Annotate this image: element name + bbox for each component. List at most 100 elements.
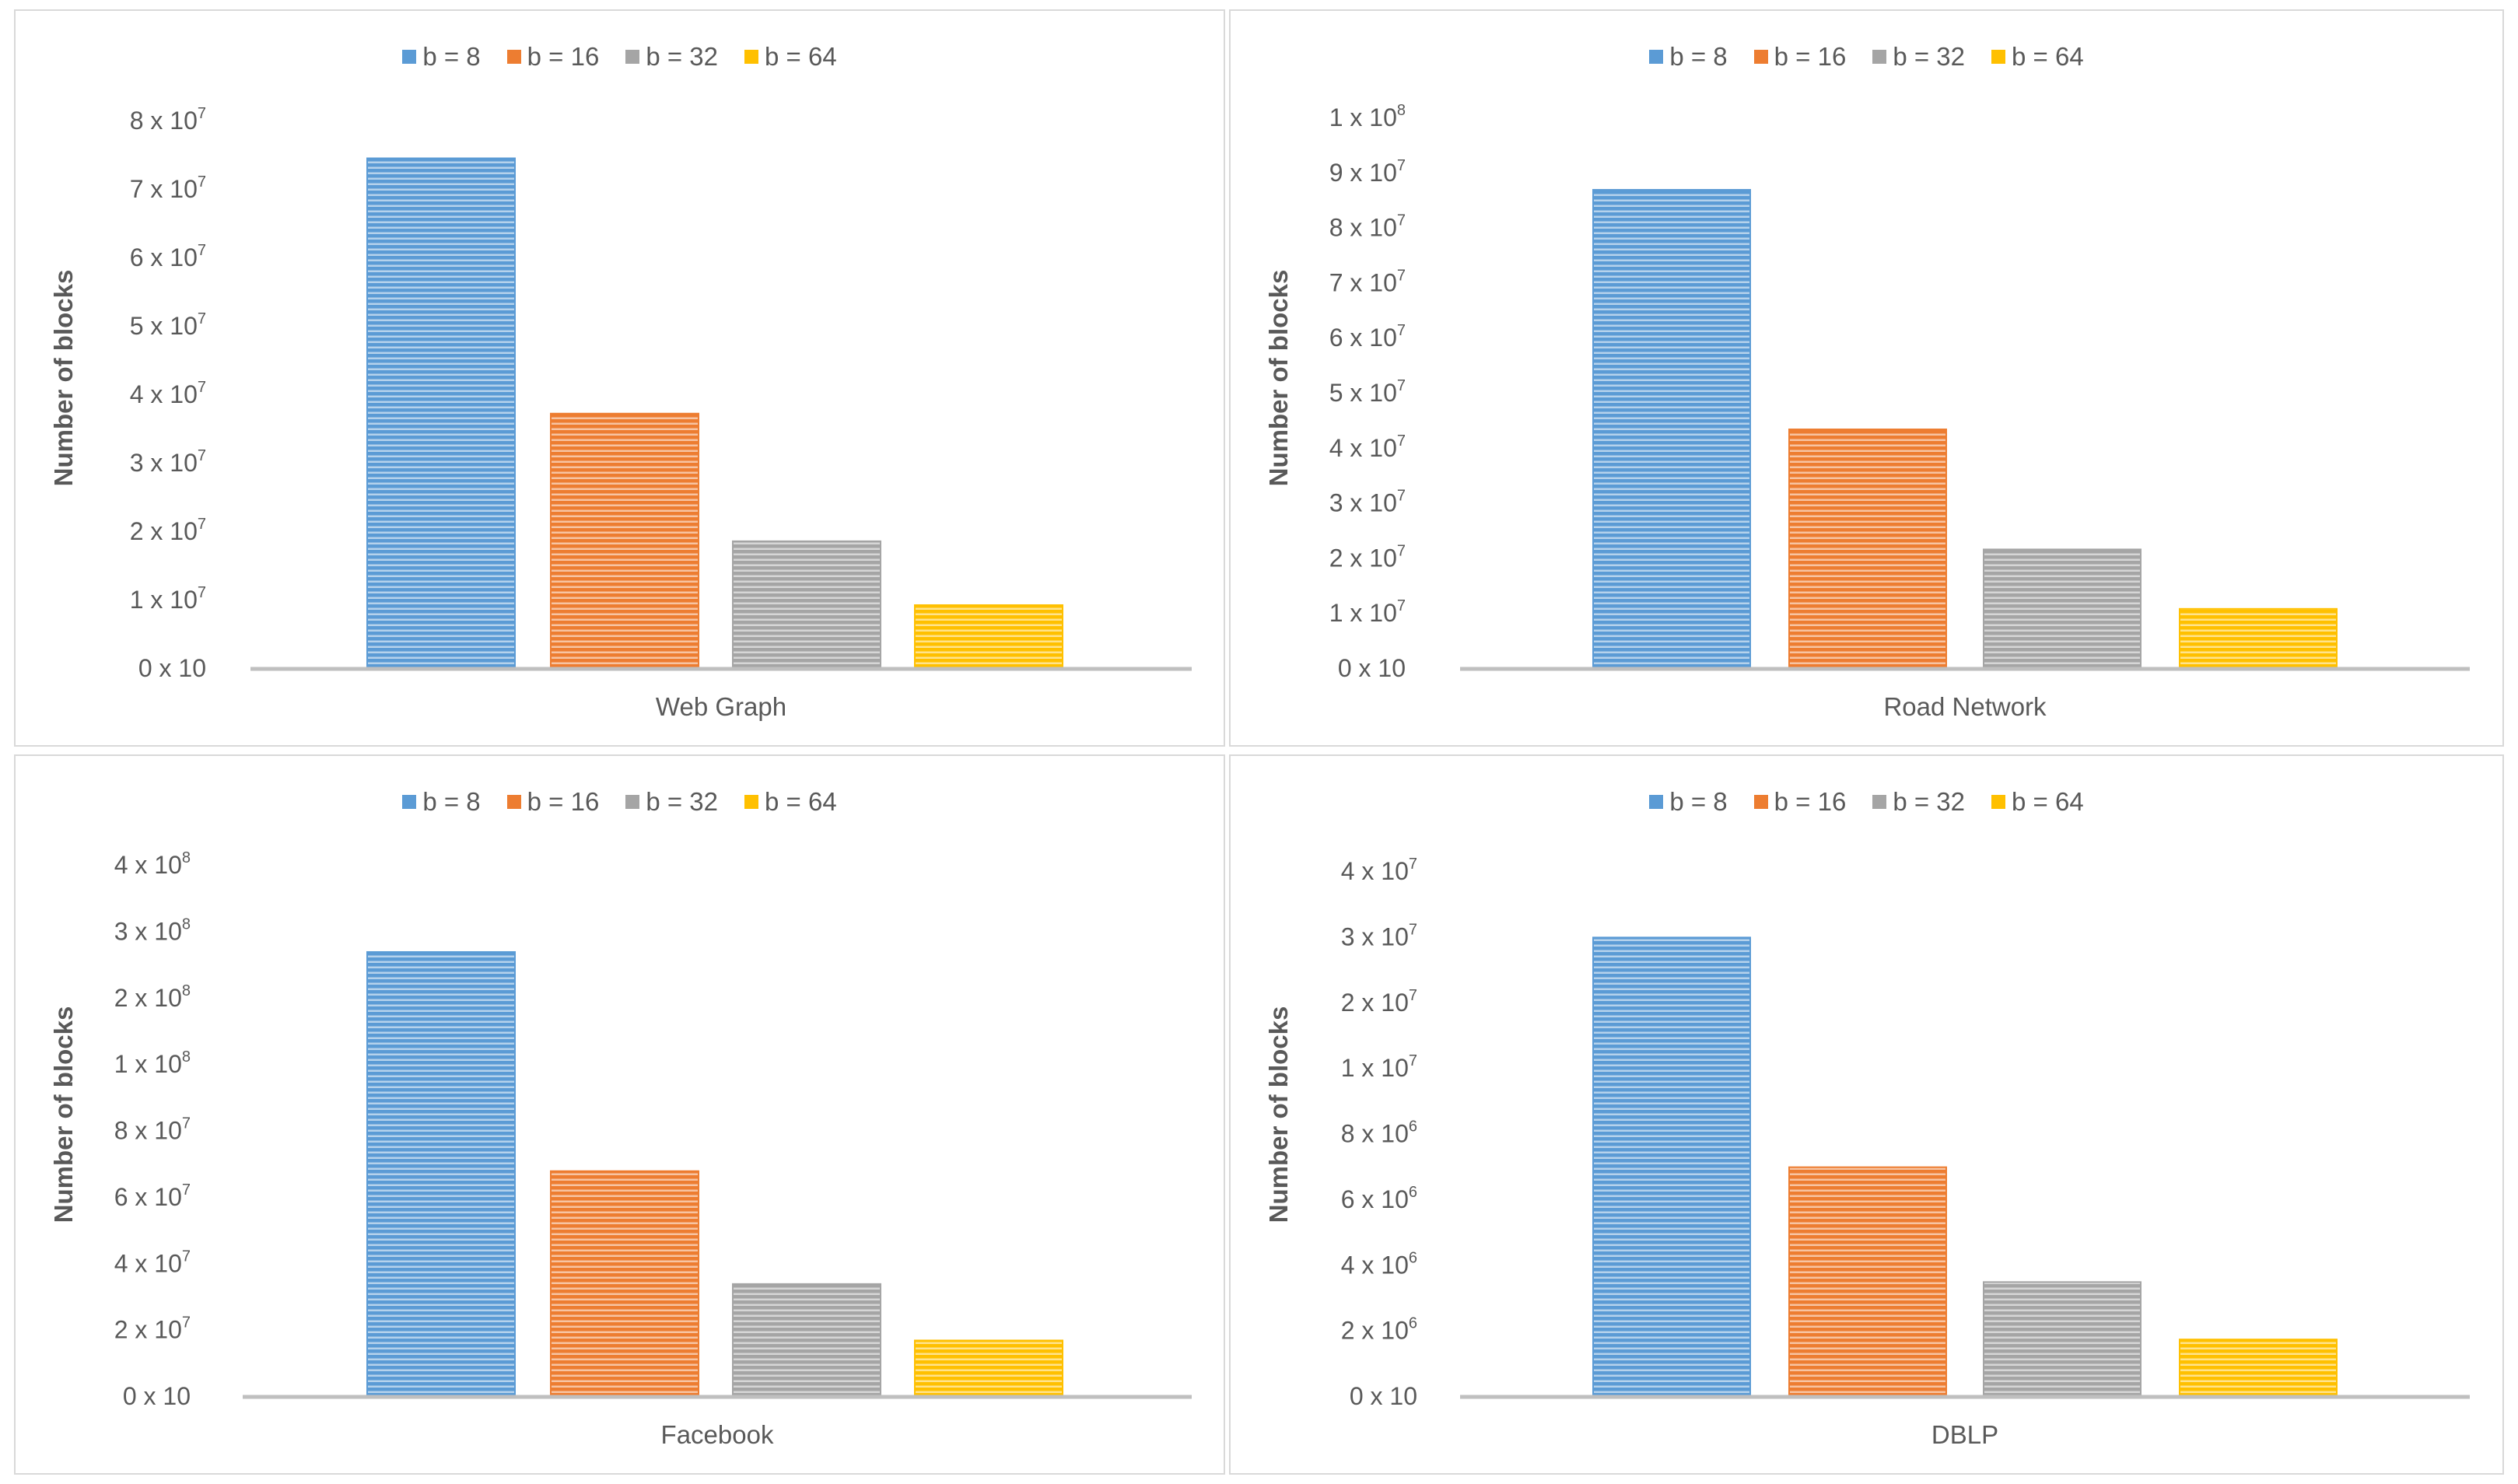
y-tick-label: 6 x 106	[1341, 1184, 1417, 1213]
x-category-label: Road Network	[1883, 692, 2047, 721]
legend-swatch	[402, 50, 417, 64]
legend-item: b = 32	[625, 42, 718, 72]
legend-item: b = 32	[625, 787, 718, 817]
legend-item: b = 16	[506, 787, 600, 817]
legend-swatch	[1872, 795, 1887, 809]
y-tick-label: 3 x 107	[130, 447, 206, 477]
legend-swatch	[402, 795, 417, 809]
legend-label: b = 64	[765, 42, 837, 71]
legend-swatch	[1649, 50, 1664, 64]
x-category-label: Web Graph	[656, 692, 786, 721]
y-tick-label: 4 x 107	[1329, 432, 1406, 462]
chart-plot: 0 x 10 1 x 107 2 x 107 3 x 107 4 x 107 5 x 10…	[1329, 102, 2470, 721]
y-tick-label: 2 x 106	[1341, 1315, 1417, 1345]
y-tick-label: 9 x 107	[1329, 157, 1406, 187]
legend-label: b = 64	[765, 787, 837, 816]
bar-b-16	[550, 1170, 699, 1398]
legend-item: b = 32	[1872, 42, 1965, 72]
legend-label: b = 8	[1669, 787, 1728, 816]
y-tick-label: 1 x 107	[130, 584, 206, 614]
legend-swatch	[1753, 50, 1768, 64]
legend-swatch	[744, 795, 758, 809]
y-tick-label: 8 x 107	[114, 1115, 191, 1145]
bar-b-16	[1788, 429, 1947, 670]
legend-swatch	[744, 50, 758, 64]
legend-label: b = 16	[527, 42, 600, 71]
bar-b-32	[732, 1283, 881, 1398]
legend-item: b = 64	[744, 787, 837, 817]
bar-b-64	[914, 604, 1063, 670]
legend-swatch	[1649, 795, 1664, 809]
legend-label: b = 32	[646, 787, 718, 816]
y-tick-label: 7 x 107	[130, 173, 206, 203]
bar-b-64	[2179, 607, 2338, 670]
legend-item: b = 64	[744, 42, 837, 72]
legend-swatch	[1753, 795, 1768, 809]
legend-swatch	[1872, 50, 1887, 64]
y-tick-label: 0 x 10	[138, 654, 206, 682]
legend-item: b = 8	[402, 787, 481, 817]
bar-b-32	[732, 540, 881, 670]
y-tick-label: 4 x 107	[1341, 856, 1417, 885]
bar-b-64	[2179, 1339, 2338, 1398]
y-tick-label: 8 x 107	[1329, 212, 1406, 242]
legend-swatch	[1991, 50, 2005, 64]
bar-b-32	[1983, 1281, 2142, 1398]
y-tick-label: 2 x 108	[114, 982, 191, 1012]
legend-swatch	[506, 795, 521, 809]
y-tick-label: 1 x 108	[1329, 102, 1406, 131]
y-tick-label: 6 x 107	[114, 1181, 191, 1211]
y-tick-label: 0 x 10	[123, 1382, 191, 1410]
bar-b-8	[366, 157, 516, 670]
y-tick-label: 1 x 108	[114, 1048, 191, 1078]
legend-label: b = 16	[1774, 42, 1847, 71]
chart-plot: 0 x 10 2 x 107 4 x 107 6 x 107 8 x 107 1 x 10…	[114, 849, 1192, 1449]
y-tick-label: 0 x 10	[1338, 654, 1406, 682]
y-tick-label: 5 x 107	[1329, 377, 1406, 407]
bar-b-64	[914, 1339, 1063, 1398]
chart-plot: 0 x 10 1 x 107 2 x 107 3 x 107 4 x 107 5 x 10…	[130, 105, 1192, 721]
legend-swatch	[625, 795, 640, 809]
y-tick-label: 6 x 107	[1329, 322, 1406, 352]
x-category-label: DBLP	[1931, 1420, 1998, 1449]
legend-item: b = 8	[402, 42, 481, 72]
legend-swatch	[506, 50, 521, 64]
legend-label: b = 16	[527, 787, 600, 816]
legend-swatch	[1991, 795, 2005, 809]
y-tick-label: 5 x 107	[130, 310, 206, 340]
bar-b-8	[1592, 189, 1751, 670]
y-tick-label: 2 x 107	[1329, 542, 1406, 572]
y-tick-label: 4 x 106	[1341, 1249, 1417, 1279]
y-tick-label: 1 x 107	[1329, 597, 1406, 627]
y-tick-label: 2 x 107	[1341, 987, 1417, 1017]
bar-b-16	[1788, 1166, 1947, 1398]
legend-label: b = 8	[1669, 42, 1728, 71]
legend-label: b = 8	[422, 787, 481, 816]
bar-b-16	[550, 412, 699, 670]
legend-label: b = 32	[1893, 787, 1965, 816]
y-tick-label: 7 x 107	[1329, 267, 1406, 296]
bar-b-8	[1592, 936, 1751, 1398]
x-category-label: Facebook	[661, 1420, 774, 1449]
legend: b = 8 b = 16 b = 32 b = 64	[1231, 787, 2502, 817]
legend-label: b = 32	[646, 42, 718, 71]
legend-item: b = 64	[1991, 787, 2084, 817]
y-tick-label: 2 x 107	[114, 1314, 191, 1344]
y-tick-label: 3 x 108	[114, 915, 191, 945]
legend-label: b = 16	[1774, 787, 1847, 816]
bar-b-32	[1983, 548, 2142, 670]
y-tick-label: 6 x 107	[130, 242, 206, 271]
bar-b-8	[366, 950, 516, 1398]
y-tick-label: 0 x 10	[1350, 1382, 1417, 1410]
y-tick-label: 2 x 107	[130, 516, 206, 545]
y-tick-label: 4 x 107	[114, 1248, 191, 1277]
legend-label: b = 32	[1893, 42, 1965, 71]
legend-item: b = 64	[1991, 42, 2084, 72]
legend-swatch	[625, 50, 640, 64]
y-tick-label: 4 x 107	[130, 379, 206, 408]
legend-item: b = 8	[1649, 42, 1728, 72]
